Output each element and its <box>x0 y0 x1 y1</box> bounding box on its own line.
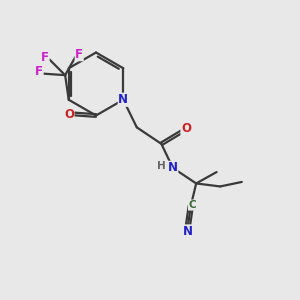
Text: O: O <box>181 122 191 135</box>
Text: C: C <box>188 200 196 210</box>
Text: N: N <box>183 225 193 238</box>
Text: N: N <box>118 93 128 106</box>
Text: F: F <box>35 65 43 78</box>
Text: F: F <box>75 48 83 61</box>
Text: N: N <box>168 161 178 174</box>
Text: O: O <box>64 107 74 121</box>
Text: H: H <box>157 161 166 171</box>
Text: F: F <box>41 51 49 64</box>
